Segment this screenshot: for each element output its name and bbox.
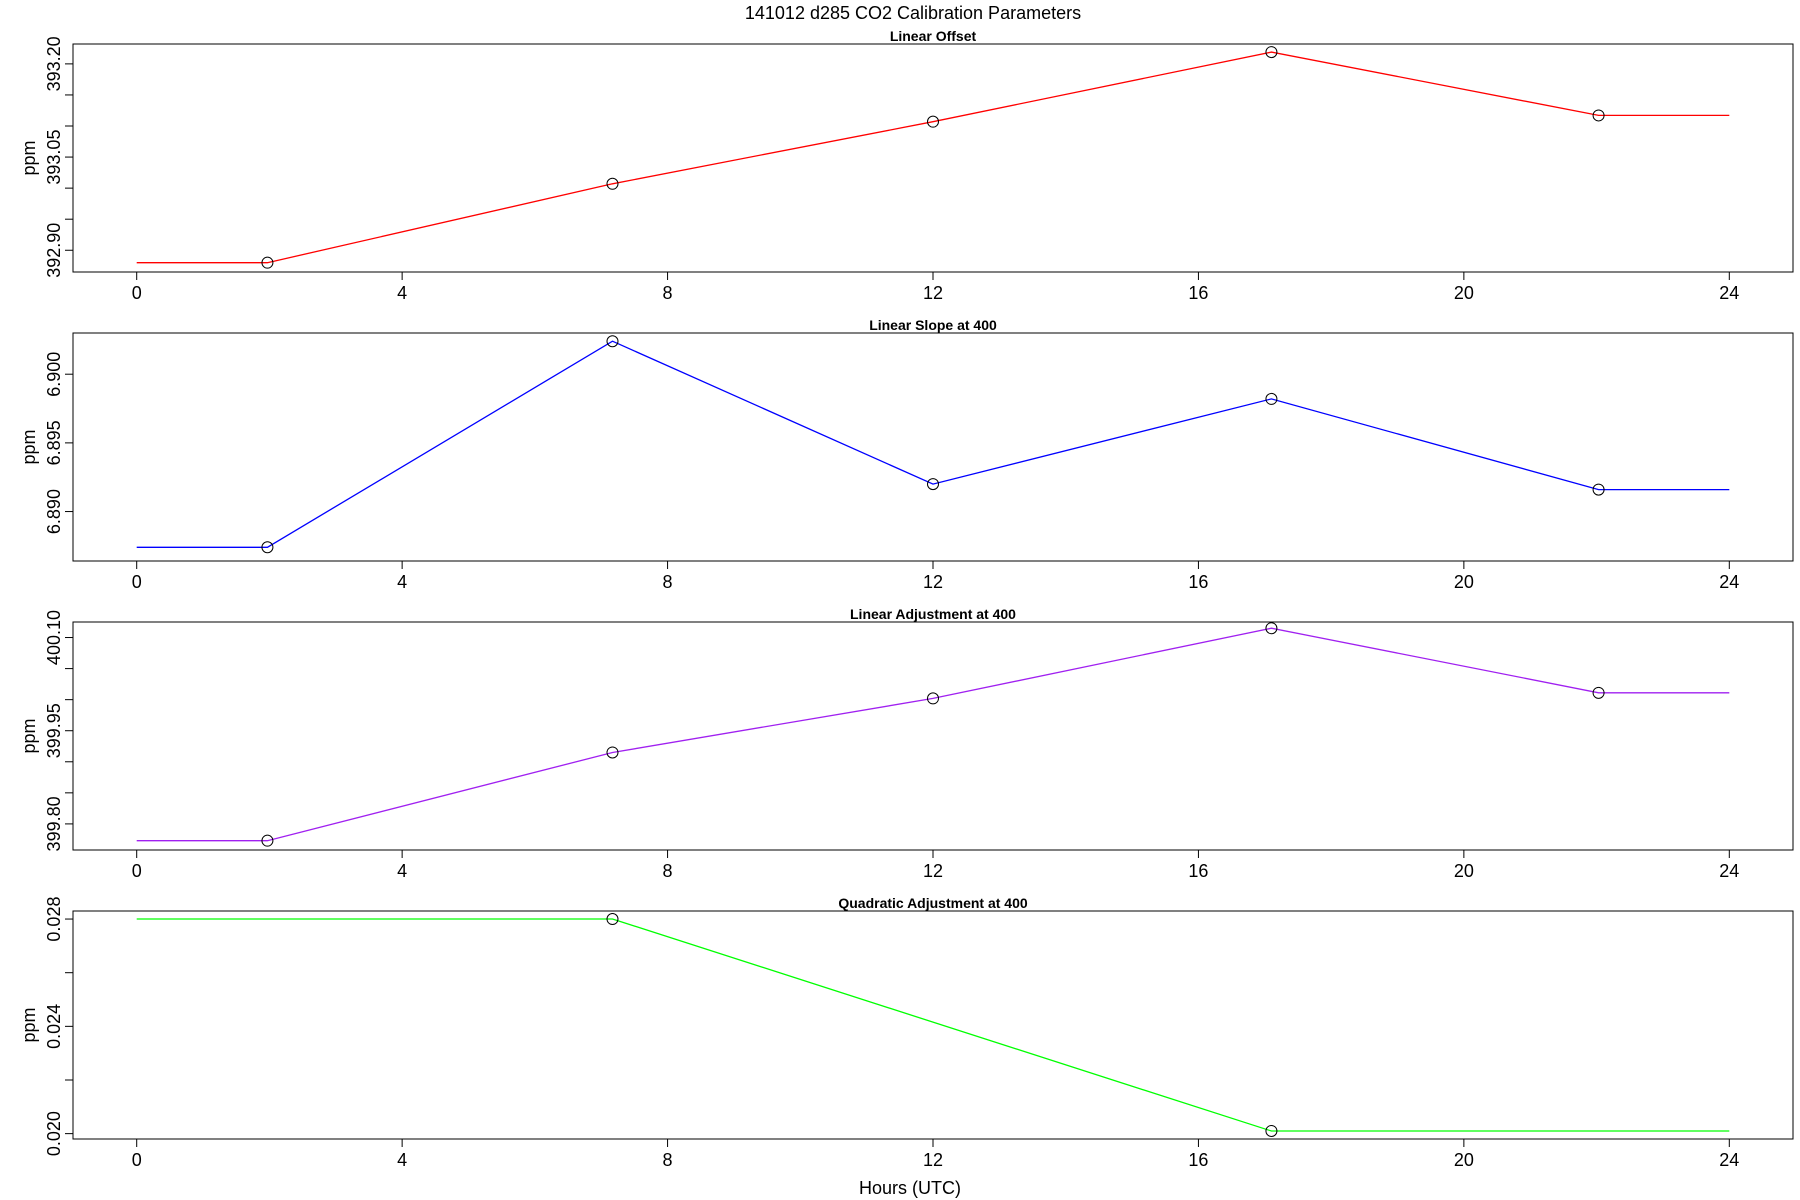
panel-title: Linear Offset	[890, 28, 977, 44]
data-point-marker	[1265, 392, 1278, 405]
plot-frame	[72, 621, 1794, 851]
x-tick-label: 8	[663, 861, 673, 881]
plot-frame	[72, 43, 1794, 273]
panel-title: Linear Slope at 400	[869, 317, 997, 333]
x-tick-label: 20	[1454, 572, 1474, 592]
data-point-marker	[606, 913, 619, 926]
x-tick-label: 0	[132, 861, 142, 881]
x-tick-label: 24	[1719, 283, 1739, 303]
panel-title: Quadratic Adjustment at 400	[838, 895, 1028, 911]
data-point-marker	[1592, 483, 1605, 496]
x-tick-label: 0	[132, 283, 142, 303]
x-tick-label: 24	[1719, 1150, 1739, 1170]
x-tick-label: 12	[923, 572, 943, 592]
data-point-marker	[927, 692, 939, 705]
x-tick-label: 4	[397, 861, 407, 881]
x-tick-label: 12	[923, 1150, 943, 1170]
y-tick-label: 399.80	[44, 796, 64, 851]
data-point-marker	[606, 746, 619, 759]
x-tick-label: 8	[663, 572, 673, 592]
x-tick-label: 0	[132, 572, 142, 592]
y-axis-label: ppm	[19, 1007, 39, 1042]
figure-title: 141012 d285 CO2 Calibration Parameters	[745, 3, 1081, 23]
series-line	[136, 340, 1730, 548]
y-tick-label: 0.020	[44, 1111, 64, 1156]
y-tick-label: 6.900	[44, 352, 64, 397]
x-tick-label: 24	[1719, 861, 1739, 881]
x-tick-label: 4	[397, 1150, 407, 1170]
y-tick-label: 400.10	[44, 610, 64, 665]
y-axis-label: ppm	[19, 718, 39, 753]
x-tick-label: 16	[1188, 1150, 1208, 1170]
y-axis-label: ppm	[19, 140, 39, 175]
data-point-marker	[927, 115, 939, 128]
y-tick-label: 399.95	[44, 703, 64, 758]
y-tick-label: 393.05	[44, 130, 64, 185]
data-point-marker	[1265, 46, 1278, 59]
data-point-marker	[927, 478, 939, 491]
x-tick-label: 8	[663, 1150, 673, 1170]
data-point-marker	[606, 335, 619, 348]
y-tick-label: 0.028	[44, 897, 64, 942]
y-tick-label: 6.895	[44, 420, 64, 465]
y-tick-label: 6.890	[44, 489, 64, 534]
data-point-marker	[606, 177, 619, 190]
data-point-marker	[1265, 1124, 1278, 1137]
x-tick-label: 4	[397, 283, 407, 303]
x-axis-label: Hours (UTC)	[859, 1178, 961, 1198]
series-line	[136, 918, 1730, 1132]
x-tick-label: 16	[1188, 283, 1208, 303]
x-tick-label: 20	[1454, 1150, 1474, 1170]
y-tick-label: 393.20	[44, 36, 64, 91]
x-tick-label: 20	[1454, 283, 1474, 303]
data-point-marker	[1592, 109, 1605, 122]
panel-title: Linear Adjustment at 400	[850, 606, 1016, 622]
x-tick-label: 16	[1188, 861, 1208, 881]
data-point-marker	[261, 256, 274, 269]
x-tick-label: 4	[397, 572, 407, 592]
data-point-marker	[1265, 622, 1278, 635]
plot-frame	[72, 910, 1794, 1140]
data-point-marker	[261, 834, 274, 847]
series-line	[136, 51, 1730, 264]
x-tick-label: 12	[923, 861, 943, 881]
x-tick-label: 16	[1188, 572, 1208, 592]
y-tick-label: 392.90	[44, 223, 64, 278]
plot-frame	[72, 332, 1794, 562]
x-tick-label: 12	[923, 283, 943, 303]
x-tick-label: 8	[663, 283, 673, 303]
series-line	[136, 627, 1730, 842]
x-tick-label: 0	[132, 1150, 142, 1170]
data-point-marker	[261, 541, 274, 554]
y-tick-label: 0.024	[44, 1004, 64, 1049]
x-tick-label: 20	[1454, 861, 1474, 881]
y-axis-label: ppm	[19, 429, 39, 464]
data-point-marker	[1592, 686, 1605, 699]
x-tick-label: 24	[1719, 572, 1739, 592]
